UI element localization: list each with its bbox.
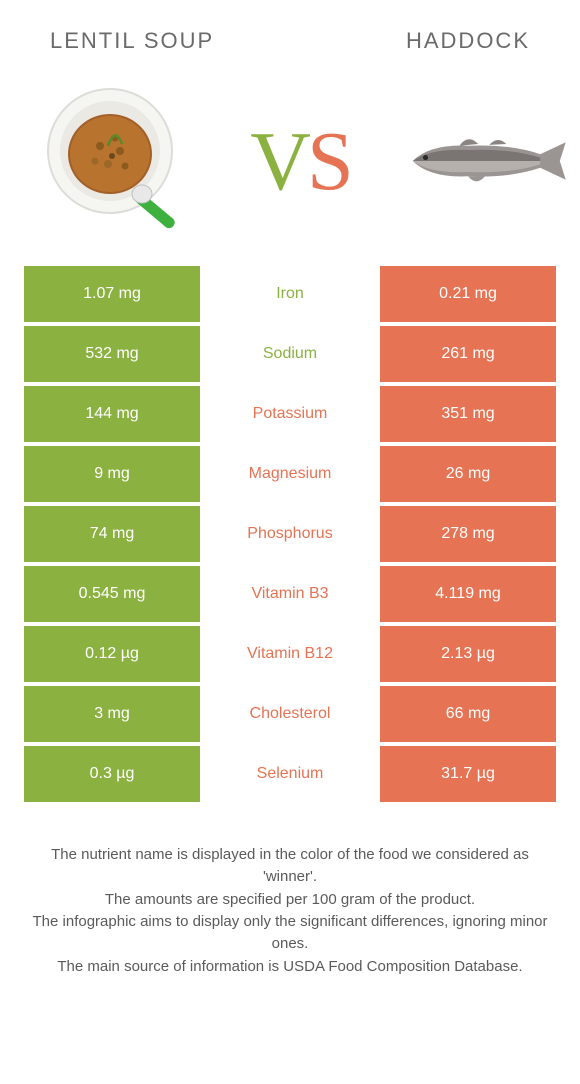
- footer-line-3: The infographic aims to display only the…: [24, 911, 556, 955]
- nutrient-row: 3 mgCholesterol66 mg: [24, 686, 556, 742]
- nutrient-left-value: 0.545 mg: [24, 566, 200, 622]
- nutrient-right-value: 351 mg: [380, 386, 556, 442]
- footer-line-1: The nutrient name is displayed in the co…: [24, 844, 556, 888]
- food-left-image: [30, 76, 200, 246]
- nutrient-label: Potassium: [200, 386, 380, 442]
- nutrient-row: 74 mgPhosphorus278 mg: [24, 506, 556, 562]
- nutrient-label: Vitamin B12: [200, 626, 380, 682]
- food-right-image: [400, 76, 570, 246]
- nutrient-table: 1.07 mgIron0.21 mg532 mgSodium261 mg144 …: [0, 266, 580, 802]
- nutrient-right-value: 31.7 µg: [380, 746, 556, 802]
- nutrient-left-value: 532 mg: [24, 326, 200, 382]
- nutrient-label: Magnesium: [200, 446, 380, 502]
- vs-s: S: [307, 113, 350, 210]
- vs-section: VS: [0, 66, 580, 266]
- nutrient-label: Iron: [200, 266, 380, 322]
- footer-line-2: The amounts are specified per 100 gram o…: [24, 889, 556, 911]
- nutrient-left-value: 1.07 mg: [24, 266, 200, 322]
- nutrient-row: 144 mgPotassium351 mg: [24, 386, 556, 442]
- nutrient-right-value: 4.119 mg: [380, 566, 556, 622]
- nutrient-row: 532 mgSodium261 mg: [24, 326, 556, 382]
- nutrient-left-value: 144 mg: [24, 386, 200, 442]
- footer-notes: The nutrient name is displayed in the co…: [0, 806, 580, 999]
- nutrient-label: Phosphorus: [200, 506, 380, 562]
- nutrient-right-value: 66 mg: [380, 686, 556, 742]
- nutrient-row: 1.07 mgIron0.21 mg: [24, 266, 556, 322]
- food-left-title: LENTIL SOUP: [50, 28, 214, 54]
- nutrient-right-value: 278 mg: [380, 506, 556, 562]
- vs-v: V: [250, 113, 307, 210]
- food-right-title: HADDOCK: [406, 28, 530, 54]
- vs-label: VS: [250, 113, 349, 210]
- nutrient-row: 0.3 µgSelenium31.7 µg: [24, 746, 556, 802]
- nutrient-left-value: 74 mg: [24, 506, 200, 562]
- nutrient-label: Selenium: [200, 746, 380, 802]
- nutrient-left-value: 3 mg: [24, 686, 200, 742]
- nutrient-row: 0.12 µgVitamin B122.13 µg: [24, 626, 556, 682]
- nutrient-right-value: 2.13 µg: [380, 626, 556, 682]
- nutrient-right-value: 26 mg: [380, 446, 556, 502]
- nutrient-label: Cholesterol: [200, 686, 380, 742]
- footer-line-4: The main source of information is USDA F…: [24, 956, 556, 978]
- nutrient-right-value: 261 mg: [380, 326, 556, 382]
- nutrient-row: 0.545 mgVitamin B34.119 mg: [24, 566, 556, 622]
- nutrient-left-value: 0.3 µg: [24, 746, 200, 802]
- nutrient-row: 9 mgMagnesium26 mg: [24, 446, 556, 502]
- header: LENTIL SOUP HADDOCK: [0, 0, 580, 66]
- nutrient-label: Sodium: [200, 326, 380, 382]
- nutrient-left-value: 9 mg: [24, 446, 200, 502]
- nutrient-label: Vitamin B3: [200, 566, 380, 622]
- nutrient-left-value: 0.12 µg: [24, 626, 200, 682]
- nutrient-right-value: 0.21 mg: [380, 266, 556, 322]
